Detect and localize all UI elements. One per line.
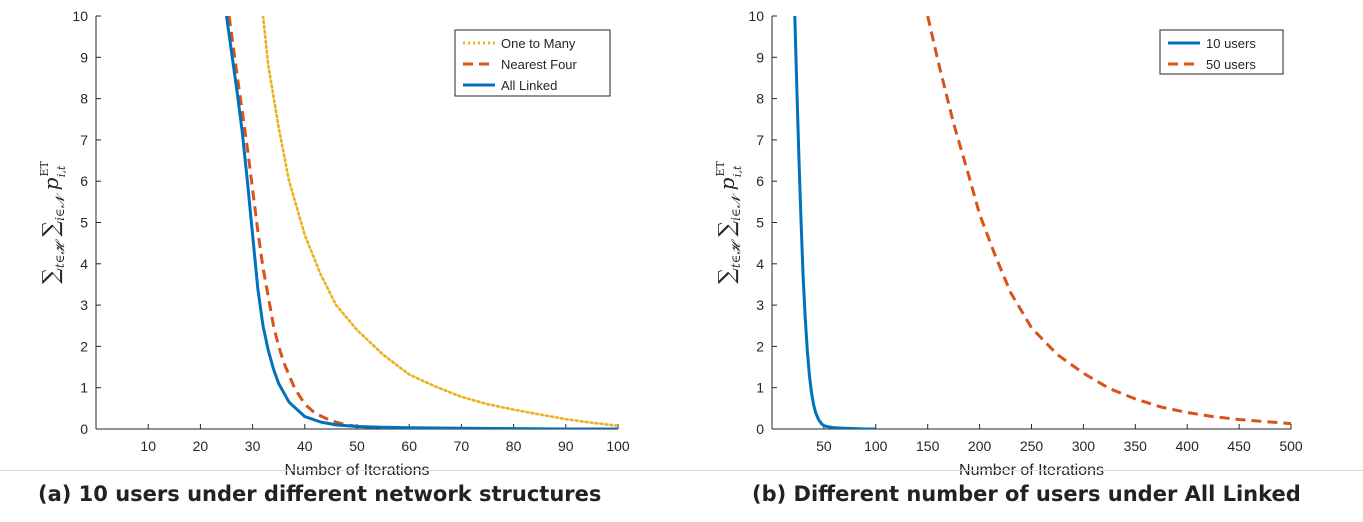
y-tick-label: 8	[756, 91, 764, 107]
y-tick-label: 0	[80, 421, 88, 437]
y-tick-label: 3	[756, 297, 764, 313]
x-tick-label: 30	[245, 438, 261, 454]
y-tick-label: 6	[80, 173, 88, 189]
series-line-one-to-many	[261, 16, 618, 428]
y-tick-label: 1	[80, 380, 88, 396]
x-tick-label: 250	[1020, 438, 1044, 454]
x-tick-label: 90	[558, 438, 574, 454]
y-tick-label: 7	[80, 132, 88, 148]
x-tick-label: 350	[1124, 438, 1148, 454]
y-tick-label: 4	[756, 256, 764, 272]
y-tick-label: 0	[756, 421, 764, 437]
legend-label: 10 users	[1206, 36, 1256, 51]
y-tick-label: 10	[72, 8, 88, 24]
x-tick-label: 40	[297, 438, 313, 454]
y-tick-label: 2	[756, 338, 764, 354]
plot-area	[225, 16, 618, 429]
x-tick-label: 150	[916, 438, 940, 454]
chart-b: 0 1 2 3 4 5 6 7 8 9 10 50 100 150 200 250 300 350 400 450 50…	[714, 8, 1303, 479]
x-tick-label: 300	[1072, 438, 1096, 454]
series-line-nearest-four	[227, 16, 618, 429]
legend-label: All Linked	[501, 78, 557, 93]
x-tick-label: 400	[1176, 438, 1200, 454]
series-line-10-users	[793, 16, 876, 429]
x-tick-label: 500	[1279, 438, 1303, 454]
x-tick-label: 100	[606, 438, 630, 454]
y-tick-label: 3	[80, 297, 88, 313]
x-tick-label: 10	[140, 438, 156, 454]
legend-label: One to Many	[501, 36, 576, 51]
x-tick-label: 200	[968, 438, 992, 454]
caption-a: (a) 10 users under different network str…	[38, 482, 602, 506]
y-tick-label: 9	[756, 49, 764, 65]
x-tick-label: 100	[864, 438, 888, 454]
caption-b: (b) Different number of users under All …	[752, 482, 1301, 506]
y-tick-label: 5	[756, 215, 764, 231]
y-axis-label: ∑t∈𝓗 ∑i∈𝓝 pET i,t	[38, 160, 68, 283]
x-tick-label: 60	[401, 438, 417, 454]
x-tick-label: 450	[1227, 438, 1251, 454]
y-tick-label: 4	[80, 256, 88, 272]
x-tick-label: 20	[193, 438, 209, 454]
y-tick-label: 8	[80, 91, 88, 107]
legend: 10 users 50 users	[1159, 29, 1284, 75]
y-tick-label: 9	[80, 49, 88, 65]
y-tick-label: 2	[80, 338, 88, 354]
series-line-50-users	[926, 16, 1291, 426]
x-tick-label: 50	[816, 438, 832, 454]
y-axis-label: ∑t∈𝓗 ∑i∈𝓝 pET i,t	[714, 160, 744, 283]
series-line-all-linked	[225, 16, 618, 429]
legend-box	[1159, 29, 1284, 75]
legend-label: 50 users	[1206, 57, 1256, 72]
x-tick-label: 70	[454, 438, 470, 454]
plot-area	[793, 16, 1291, 429]
x-tick-label: 50	[349, 438, 365, 454]
y-tick-label: 7	[756, 132, 764, 148]
y-tick-label: 6	[756, 173, 764, 189]
divider	[0, 470, 1363, 471]
y-tick-label: 10	[748, 8, 764, 24]
y-tick-label: 5	[80, 215, 88, 231]
y-tick-label: 1	[756, 380, 764, 396]
x-tick-label: 80	[506, 438, 522, 454]
legend-label: Nearest Four	[501, 57, 578, 72]
legend: One to Many Nearest Four All Linked	[454, 29, 611, 97]
